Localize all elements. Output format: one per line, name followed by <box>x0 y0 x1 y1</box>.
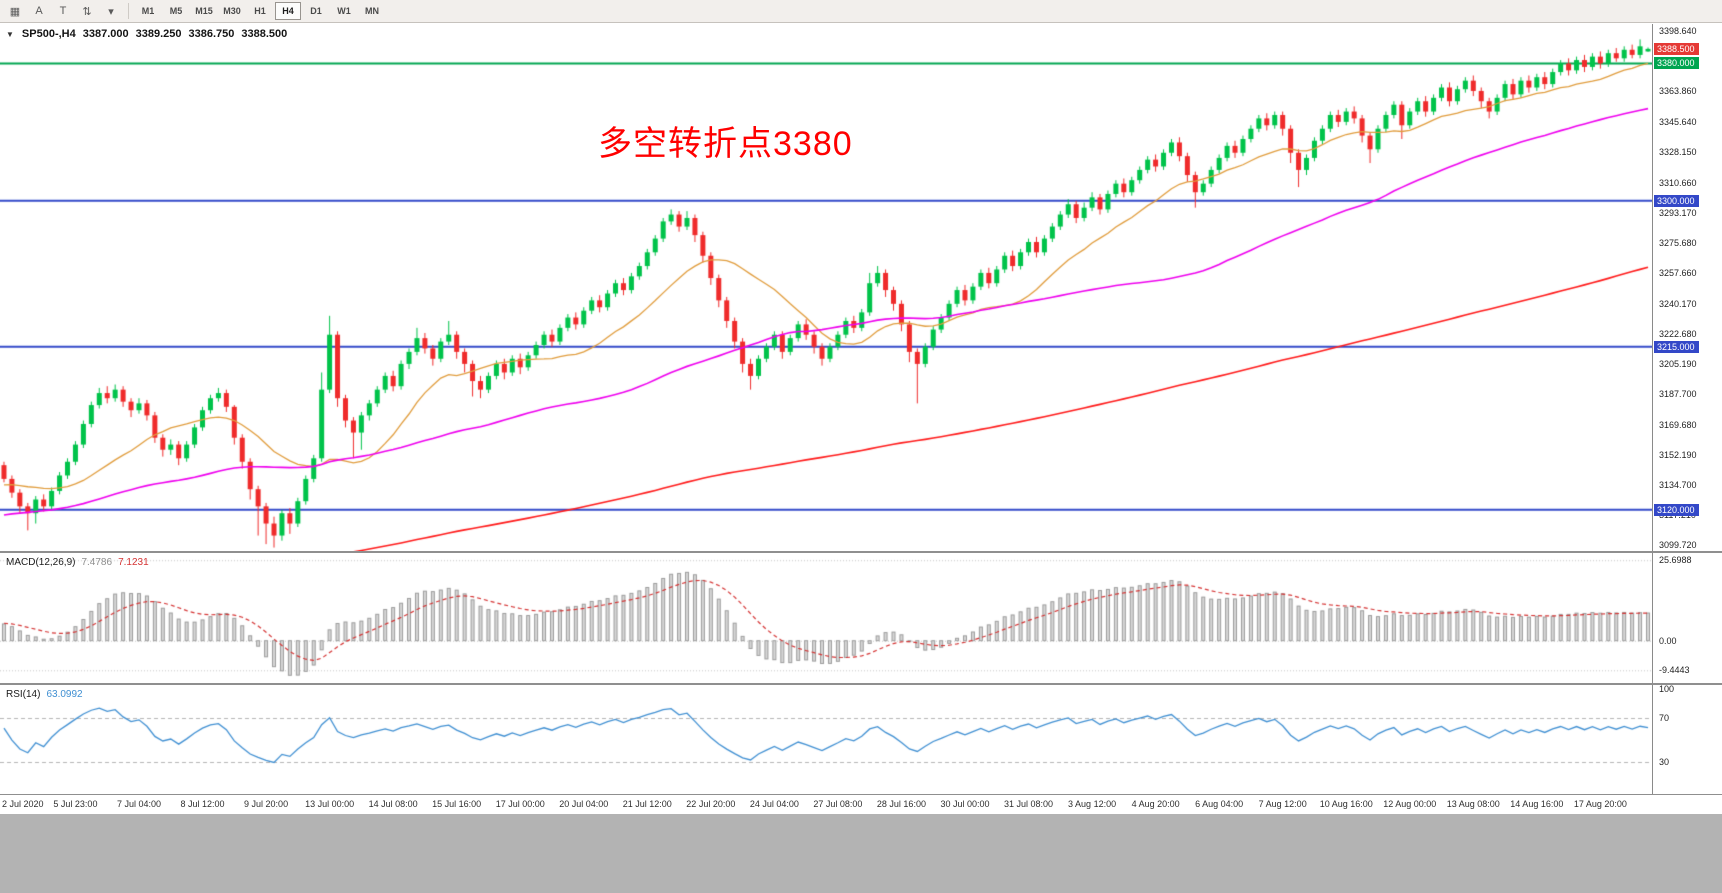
time-axis[interactable]: 2 Jul 2020 5 Jul 23:00 7 Jul 04:00 8 Jul 12… <box>0 795 1722 814</box>
workspace-background <box>0 814 1722 893</box>
time-axis-label: 13 Jul 00:00 <box>305 799 355 809</box>
symbol-timeframe-label: SP500-,H4 <box>21 28 76 40</box>
time-axis-label: 30 Jul 00:00 <box>940 799 990 809</box>
panel-divider[interactable] <box>0 794 1722 795</box>
price-axis-label: 3240.170 <box>1659 298 1697 309</box>
panel-divider[interactable] <box>0 683 1722 685</box>
price-axis-label: 3099.720 <box>1659 539 1697 550</box>
time-axis-label: 4 Aug 20:00 <box>1131 799 1180 809</box>
time-axis-label: 17 Jul 00:00 <box>495 799 545 809</box>
price-chart-canvas[interactable] <box>0 24 1652 551</box>
time-axis-label: 7 Jul 04:00 <box>116 799 162 809</box>
rsi-name: RSI(14) <box>6 689 41 700</box>
timeframe-d1-button[interactable]: D1 <box>303 2 329 20</box>
time-axis-label: 14 Jul 08:00 <box>368 799 418 809</box>
rsi-panel-canvas[interactable] <box>0 685 1652 795</box>
time-axis-label: 9 Jul 20:00 <box>244 799 289 809</box>
time-axis-label: 21 Jul 12:00 <box>622 799 672 809</box>
timeframe-bar: M1 M5 M15 M30 H1 H4 D1 W1 MN <box>134 2 386 20</box>
price-level-badge: 3120.000 <box>1654 503 1699 516</box>
time-axis-label: 27 Jul 08:00 <box>813 799 863 809</box>
price-axis-label: 3222.680 <box>1659 328 1697 339</box>
chart-menu-arrow-icon[interactable]: ▼ <box>6 29 14 39</box>
toolbar-icon-group: ▦ A T ⇅ ▾ <box>3 2 123 21</box>
macd-scale-label: -9.4443 <box>1659 665 1690 676</box>
time-axis-label: 6 Aug 04:00 <box>1195 799 1244 809</box>
time-axis-label: 15 Jul 16:00 <box>432 799 482 809</box>
current-price-badge: 3388.500 <box>1654 42 1699 55</box>
letter-t-icon[interactable]: T <box>52 2 74 21</box>
close-value: 3388.500 <box>241 28 288 40</box>
toolbar-separator <box>128 3 129 19</box>
timeframe-m15-button[interactable]: M15 <box>191 2 217 20</box>
price-axis-label: 3310.660 <box>1659 177 1697 188</box>
time-axis-label: 28 Jul 16:00 <box>876 799 926 809</box>
timeframe-mn-button[interactable]: MN <box>359 2 385 20</box>
time-axis-label: 3 Aug 12:00 <box>1068 799 1117 809</box>
price-axis-label: 3205.190 <box>1659 358 1697 369</box>
macd-name: MACD(12,26,9) <box>6 557 76 568</box>
timeframe-h4-button[interactable]: H4 <box>275 2 301 20</box>
time-axis-label: 2 Jul 2020 <box>2 799 44 809</box>
price-level-badge: 3215.000 <box>1654 340 1699 353</box>
scale-updown-icon[interactable]: ⇅ <box>76 2 98 21</box>
letter-a-icon[interactable]: A <box>28 2 50 21</box>
macd-scale-label: 25.6988 <box>1659 555 1692 566</box>
price-axis-label: 3328.150 <box>1659 147 1697 158</box>
rsi-scale-label: 70 <box>1659 713 1670 723</box>
time-axis-label: 20 Jul 04:00 <box>559 799 609 809</box>
price-axis-label: 3257.660 <box>1659 268 1697 279</box>
macd-main-value: 7.4786 <box>81 557 113 568</box>
price-axis-label: 3152.190 <box>1659 449 1697 460</box>
price-axis-label: 3363.860 <box>1659 86 1697 97</box>
high-value: 3389.250 <box>135 28 182 40</box>
rsi-scale-label: 100 <box>1659 684 1675 694</box>
rsi-scale-label: 30 <box>1659 757 1670 767</box>
time-axis-label: 14 Aug 16:00 <box>1510 799 1564 809</box>
chart-window-icon[interactable]: ▦ <box>4 2 26 21</box>
price-axis-label: 3169.680 <box>1659 419 1697 430</box>
macd-indicator-label: MACD(12,26,9) 7.4786 7.1231 <box>6 557 149 568</box>
time-axis-label: 7 Aug 12:00 <box>1258 799 1307 809</box>
price-level-badge: 3300.000 <box>1654 194 1699 207</box>
price-axis-label: 3275.680 <box>1659 237 1697 248</box>
timeframe-h1-button[interactable]: H1 <box>247 2 273 20</box>
low-value: 3386.750 <box>188 28 235 40</box>
time-axis-label: 22 Jul 20:00 <box>686 799 736 809</box>
timeframe-m5-button[interactable]: M5 <box>163 2 189 20</box>
time-axis-label: 5 Jul 23:00 <box>53 799 98 809</box>
macd-scale-label: 0.00 <box>1659 635 1677 646</box>
price-axis-label: 3398.640 <box>1659 26 1697 37</box>
price-level-badge: 3380.000 <box>1654 57 1699 70</box>
timeframe-w1-button[interactable]: W1 <box>331 2 357 20</box>
rsi-value: 63.0992 <box>46 689 83 700</box>
price-axis-label: 3134.700 <box>1659 479 1697 490</box>
price-axis-label: 3345.640 <box>1659 117 1697 128</box>
time-axis-label: 10 Aug 16:00 <box>1319 799 1373 809</box>
time-axis-label: 24 Jul 04:00 <box>749 799 799 809</box>
time-axis-label: 8 Jul 12:00 <box>180 799 225 809</box>
macd-panel-canvas[interactable] <box>0 553 1652 683</box>
chart-title: ▼ SP500-,H4 3387.000 3389.250 3386.750 3… <box>6 28 287 40</box>
timeframe-m30-button[interactable]: M30 <box>219 2 245 20</box>
open-value: 3387.000 <box>82 28 129 40</box>
price-axis-label: 3187.700 <box>1659 388 1697 399</box>
time-axis-label: 17 Aug 20:00 <box>1573 799 1627 809</box>
time-axis-label: 13 Aug 08:00 <box>1446 799 1500 809</box>
toolbar: ▦ A T ⇅ ▾ M1 M5 M15 M30 H1 H4 D1 W1 MN <box>0 0 1722 23</box>
macd-signal-value: 7.1231 <box>118 557 149 568</box>
price-axis-label: 3293.170 <box>1659 207 1697 218</box>
timeframe-m1-button[interactable]: M1 <box>135 2 161 20</box>
rsi-indicator-label: RSI(14) 63.0992 <box>6 689 83 700</box>
panel-divider[interactable] <box>0 551 1722 553</box>
dropdown-arrow-icon[interactable]: ▾ <box>100 2 122 21</box>
time-axis-label: 31 Jul 08:00 <box>1003 799 1054 809</box>
price-axis[interactable]: 3398.640 3363.860 3345.640 3328.150 3310.660… <box>1652 24 1722 794</box>
chart-annotation-text: 多空转折点3380 <box>598 125 853 163</box>
time-axis-label: 12 Aug 00:00 <box>1383 799 1437 809</box>
